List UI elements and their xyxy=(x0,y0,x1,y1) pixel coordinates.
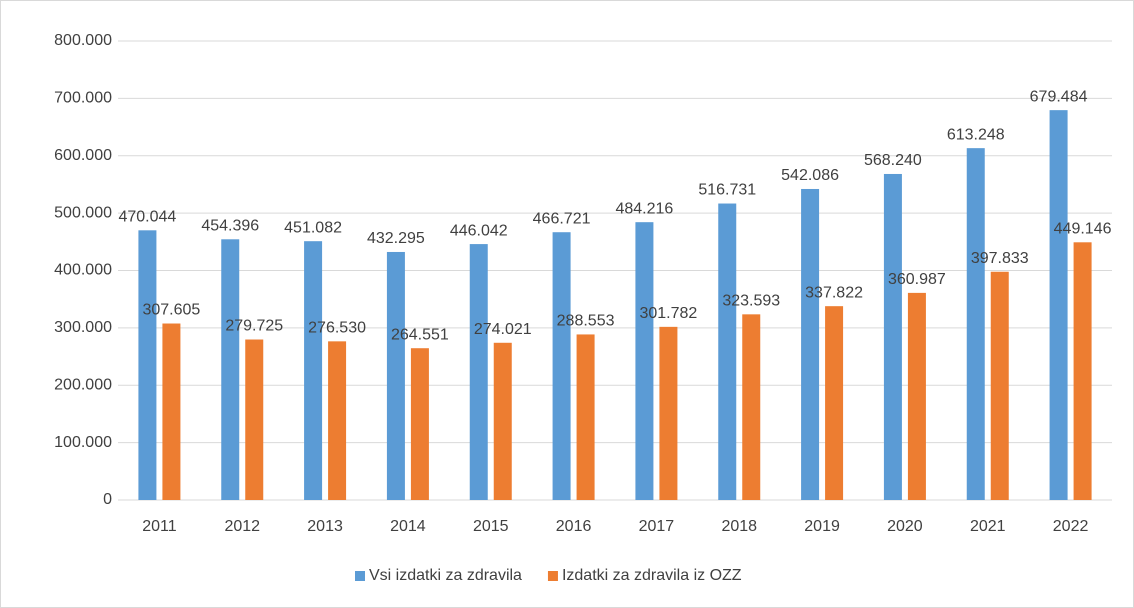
data-label: 568.240 xyxy=(864,152,922,169)
legend-swatch xyxy=(547,571,558,581)
data-label: 451.082 xyxy=(284,219,342,236)
data-label: 288.553 xyxy=(557,313,615,330)
x-tick-label: 2014 xyxy=(390,518,426,535)
bar xyxy=(801,188,820,501)
data-label: 542.086 xyxy=(781,167,839,184)
x-tick-label: 2012 xyxy=(224,518,260,535)
data-label: 279.725 xyxy=(225,318,283,335)
data-label: 307.605 xyxy=(142,302,200,319)
y-tick-label: 300.000 xyxy=(54,319,112,336)
bar xyxy=(825,306,844,500)
data-label: 360.987 xyxy=(888,271,946,288)
data-label: 432.295 xyxy=(367,230,425,247)
y-tick-label: 600.000 xyxy=(54,147,112,164)
data-label: 679.484 xyxy=(1030,88,1088,105)
bar xyxy=(718,203,737,501)
bar xyxy=(659,326,678,500)
x-tick-label: 2019 xyxy=(804,518,840,535)
bar xyxy=(138,230,157,500)
data-label: 613.248 xyxy=(947,126,1005,143)
data-label: 276.530 xyxy=(308,320,366,337)
bar xyxy=(742,314,761,500)
y-tick-label: 500.000 xyxy=(54,204,112,221)
data-label: 516.731 xyxy=(698,182,756,199)
data-label: 301.782 xyxy=(639,305,697,322)
x-tick-label: 2021 xyxy=(970,518,1006,535)
x-tick-label: 2018 xyxy=(721,518,757,535)
bar xyxy=(245,339,264,500)
bar xyxy=(410,348,429,500)
data-label: 484.216 xyxy=(615,200,673,217)
bar xyxy=(1049,110,1068,500)
bar xyxy=(552,232,571,501)
data-label: 323.593 xyxy=(722,293,780,310)
bar xyxy=(635,222,654,500)
y-tick-label: 800.000 xyxy=(54,32,112,49)
data-label: 446.042 xyxy=(450,222,508,239)
bar xyxy=(883,173,902,501)
y-tick-label: 0 xyxy=(103,491,112,508)
bar xyxy=(576,334,595,500)
bar xyxy=(469,244,488,500)
bar xyxy=(907,292,926,500)
legend-label: Vsi izdatki za zdravila xyxy=(369,567,522,584)
y-tick-label: 100.000 xyxy=(54,434,112,451)
data-label: 397.833 xyxy=(971,250,1029,267)
y-tick-label: 700.000 xyxy=(54,90,112,107)
bar xyxy=(1073,242,1092,500)
bar xyxy=(328,341,347,500)
bar xyxy=(493,342,512,500)
bar xyxy=(221,239,240,501)
bar xyxy=(386,251,405,500)
x-tick-label: 2017 xyxy=(639,518,675,535)
x-tick-label: 2020 xyxy=(887,518,923,535)
data-label: 470.044 xyxy=(118,209,176,226)
data-label: 274.021 xyxy=(474,321,532,338)
x-tick-label: 2016 xyxy=(556,518,592,535)
data-label: 454.396 xyxy=(201,218,259,235)
legend-swatch xyxy=(355,571,365,581)
bar xyxy=(990,271,1009,500)
bar xyxy=(304,241,323,500)
x-tick-label: 2013 xyxy=(307,518,343,535)
data-label: 449.146 xyxy=(1054,221,1112,238)
x-tick-label: 2022 xyxy=(1053,518,1089,535)
x-tick-label: 2015 xyxy=(473,518,509,535)
data-label: 264.551 xyxy=(391,326,449,343)
bar xyxy=(966,148,985,500)
x-tick-label: 2011 xyxy=(142,518,177,535)
data-label: 337.822 xyxy=(805,284,863,301)
y-tick-label: 200.000 xyxy=(54,376,112,393)
data-label: 466.721 xyxy=(533,210,591,227)
y-tick-label: 400.000 xyxy=(54,262,112,279)
bar xyxy=(162,323,181,500)
legend-label: Izdatki za zdravila iz OZZ xyxy=(562,567,742,584)
